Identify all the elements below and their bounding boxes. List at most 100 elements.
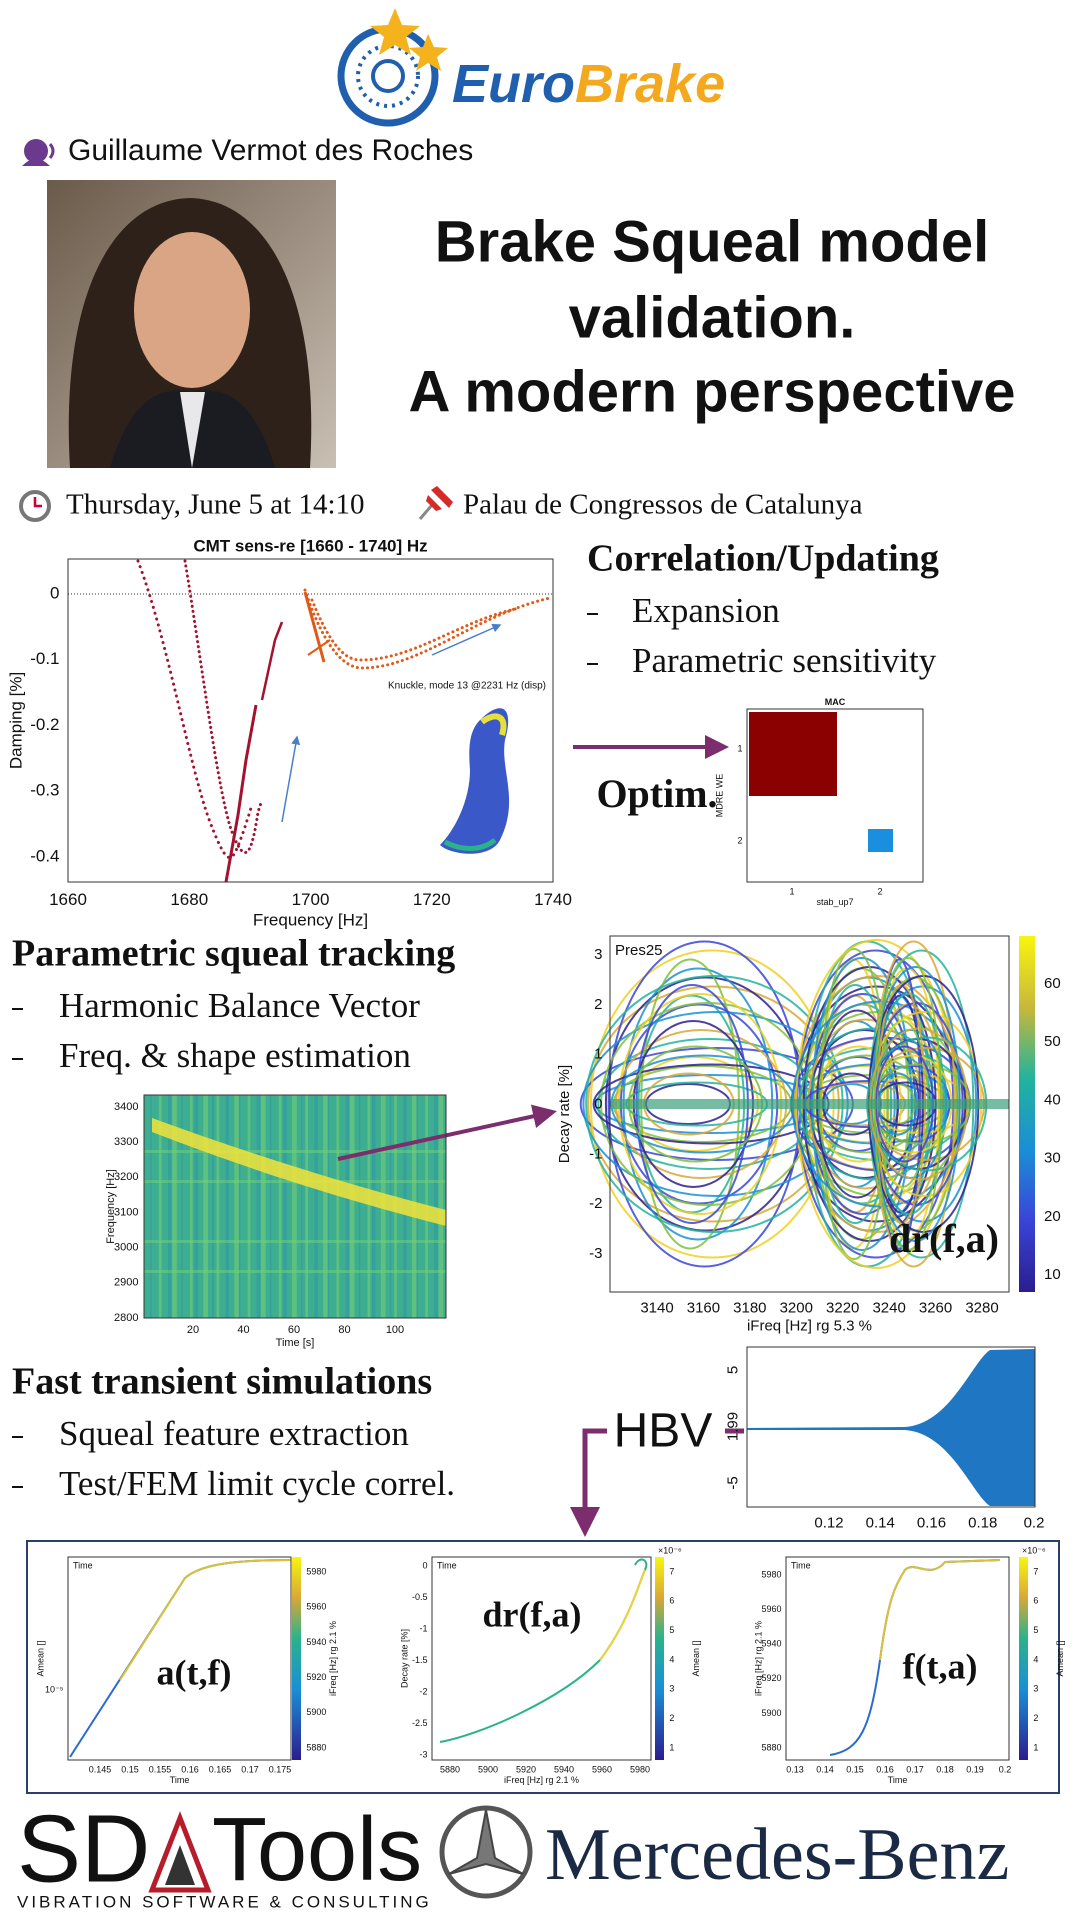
y-tick-label: 5920 [761, 1673, 781, 1683]
y-tick-label: 2900 [114, 1277, 138, 1289]
y-tick-label: -2 [419, 1686, 427, 1696]
overlay-label: dr(f,a) [483, 1594, 582, 1634]
mercedes-text: Mercedes-Benz [545, 1814, 1009, 1896]
y-tick-label: -1 [419, 1623, 427, 1633]
stripe [358, 1095, 361, 1318]
plot-title: MAC [825, 697, 846, 707]
x-axis-label: stab_up7 [816, 897, 853, 907]
x-tick-label: 0.15 [846, 1764, 864, 1774]
sd-text: SD [17, 1795, 150, 1902]
x-tick-label: 1 [789, 886, 794, 896]
x-tick-label: 0.165 [209, 1764, 232, 1774]
section-item: Freq. & shape estimation [59, 1036, 411, 1075]
colorbar-tick-label: 5980 [306, 1566, 326, 1576]
panel-colorbars [292, 1557, 1028, 1760]
x-tick-label: 5880 [440, 1764, 460, 1774]
y-axis-label: Decay rate [%] [556, 1065, 573, 1163]
y-tick-label: 5940 [761, 1639, 781, 1649]
x-tick-label: 2 [877, 886, 882, 896]
x-tick-label: 1720 [413, 890, 451, 909]
colorbar-tick-label: 2 [1033, 1713, 1038, 1723]
x-tick-label: 0.155 [149, 1764, 172, 1774]
panel-curves [69, 1558, 1001, 1758]
stripe [305, 1095, 308, 1318]
y-tick-label: 0 [50, 583, 59, 602]
stripe [367, 1095, 371, 1318]
y-tick-label: 5980 [761, 1569, 781, 1579]
y-tick-label: -3 [419, 1749, 427, 1759]
x-tick-label: 0.18 [968, 1514, 997, 1531]
colorbar-label: Amean [g] [1080, 1080, 1081, 1148]
x-tick-label: 3180 [733, 1299, 766, 1316]
stripe [212, 1095, 214, 1318]
title-line: validation. [569, 285, 856, 350]
y-tick-label: -2.5 [412, 1718, 428, 1728]
stripe [234, 1095, 239, 1318]
plot-title: CMT sens-re [1660 - 1740] Hz [193, 537, 427, 556]
hbv-label: HBV [614, 1405, 713, 1458]
stripe [301, 1095, 303, 1318]
y-tick-label: 3300 [114, 1136, 138, 1148]
x-tick-label: 1700 [292, 890, 330, 909]
x-tick-label: 80 [338, 1324, 350, 1336]
y-axis-label: MDRE WE [714, 774, 724, 818]
colorbar-tick-label: 20 [1044, 1208, 1061, 1225]
stripe [158, 1095, 162, 1318]
clock-icon [19, 490, 51, 522]
overlay-label: a(t,f) [157, 1652, 232, 1692]
x-tick-label: 0.15 [121, 1764, 139, 1774]
x-axis-label: Time [170, 1775, 190, 1785]
y-tick-label: -0.2 [30, 715, 59, 734]
overlay-label: Optim. [596, 771, 717, 816]
y-tick-label: 2 [737, 835, 742, 845]
stripe [181, 1095, 183, 1318]
transient-signal [747, 1349, 1035, 1506]
plot-frame [746, 1346, 1036, 1508]
colorbar-tick-label: 5 [669, 1625, 674, 1635]
tools-text: Tools [212, 1800, 422, 1900]
logo-euro: Euro [452, 54, 575, 114]
stripe [247, 1095, 251, 1318]
sd-tagline: VIBRATION SOFTWARE & CONSULTING [17, 1892, 432, 1911]
colorbar-tick-label: 1 [1033, 1742, 1038, 1752]
x-tick-label: 100 [386, 1324, 404, 1336]
y-tick-label: 2 [594, 996, 602, 1013]
y-tick-label: 3200 [114, 1171, 138, 1183]
stripe [345, 1095, 349, 1318]
y-tick-label: 5 [724, 1366, 741, 1374]
y-axis-label: iFreq [Hz] rg 2.1 % [753, 1621, 763, 1696]
x-tick-label: 0.145 [89, 1764, 112, 1774]
spectrogram-image [144, 1095, 446, 1318]
section-item: Test/FEM limit cycle correl. [59, 1464, 455, 1503]
y-tick-label: 0 [594, 1095, 602, 1112]
stripe [194, 1095, 198, 1318]
x-tick-label: 0.16 [181, 1764, 199, 1774]
x-tick-label: 5900 [478, 1764, 498, 1774]
colorbar-tick-label: 6 [1033, 1596, 1038, 1606]
title-line: Brake Squeal model [435, 209, 989, 274]
logo-text: EuroBrake [452, 54, 725, 114]
colorbar-tick-label: 50 [1044, 1033, 1061, 1050]
plot-note: Knuckle, mode 13 @2231 Hz (disp) [388, 681, 546, 692]
stripe [269, 1095, 272, 1318]
stripe [203, 1095, 208, 1318]
colorbar-tick-label: 3 [1033, 1684, 1038, 1694]
plot-corner-label: Time [791, 1560, 811, 1570]
plot-frame [67, 1556, 292, 1761]
logo-brake: Brake [575, 54, 725, 114]
x-tick-label: 0.19 [966, 1764, 984, 1774]
y-axis-label: Damping [%] [6, 672, 25, 769]
y-tick-label: 1 [594, 1046, 602, 1063]
x-tick-label: 0.175 [269, 1764, 292, 1774]
stripe [167, 1095, 172, 1318]
section-heading: Correlation/Updating [587, 538, 939, 580]
x-tick-label: 0.13 [786, 1764, 804, 1774]
colorbar-label: Amean [] [1055, 1640, 1065, 1676]
stripe [216, 1095, 220, 1318]
x-tick-label: 1740 [534, 890, 572, 909]
plot-corner-label: Pres25 [615, 942, 663, 959]
y-tick-label: -0.5 [412, 1592, 428, 1602]
y-tick-label: 3000 [114, 1242, 138, 1254]
